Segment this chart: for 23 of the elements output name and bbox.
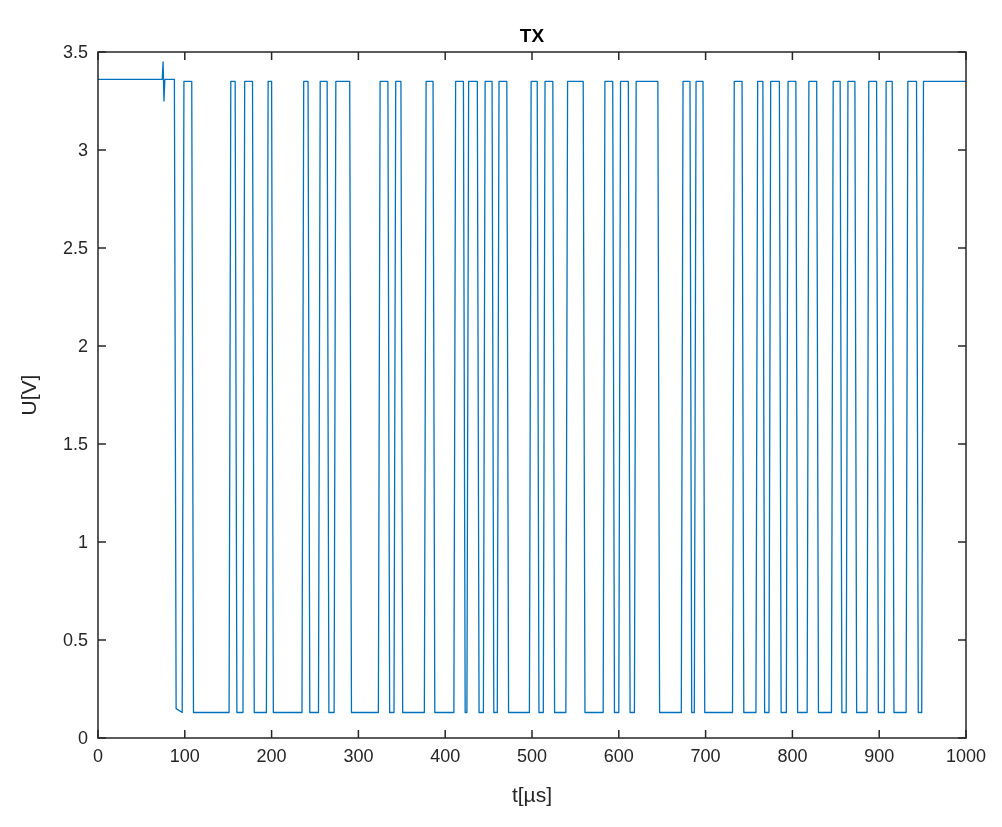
y-tick-label: 3.5 [62,42,88,62]
x-tick-label: 500 [516,746,548,766]
y-tick-label: 1 [77,532,88,552]
y-axis-title: U[V] [17,374,40,416]
x-tick-label: 200 [256,746,287,766]
x-tick-label: 100 [169,746,200,766]
x-tick-label: 0 [92,746,104,766]
y-tick-label: 2 [77,336,88,356]
x-tick-label: 1000 [945,746,987,766]
y-tick-label: 2.5 [62,238,88,258]
chart-title: TX [519,25,545,46]
x-tick-label: 800 [777,746,808,766]
y-tick-label: 3 [77,140,88,160]
line-series [97,61,967,714]
x-tick-label: 900 [864,746,895,766]
y-tick-label: 1.5 [62,434,88,454]
y-tick-label: 0 [77,728,88,748]
x-tick-label: 600 [603,746,634,766]
x-tick-label: 700 [690,746,721,766]
x-tick-label: 300 [343,746,374,766]
y-tick-label: 0.5 [62,630,88,650]
x-tick-label: 400 [430,746,461,766]
x-axis-title: t[µs] [511,783,553,806]
